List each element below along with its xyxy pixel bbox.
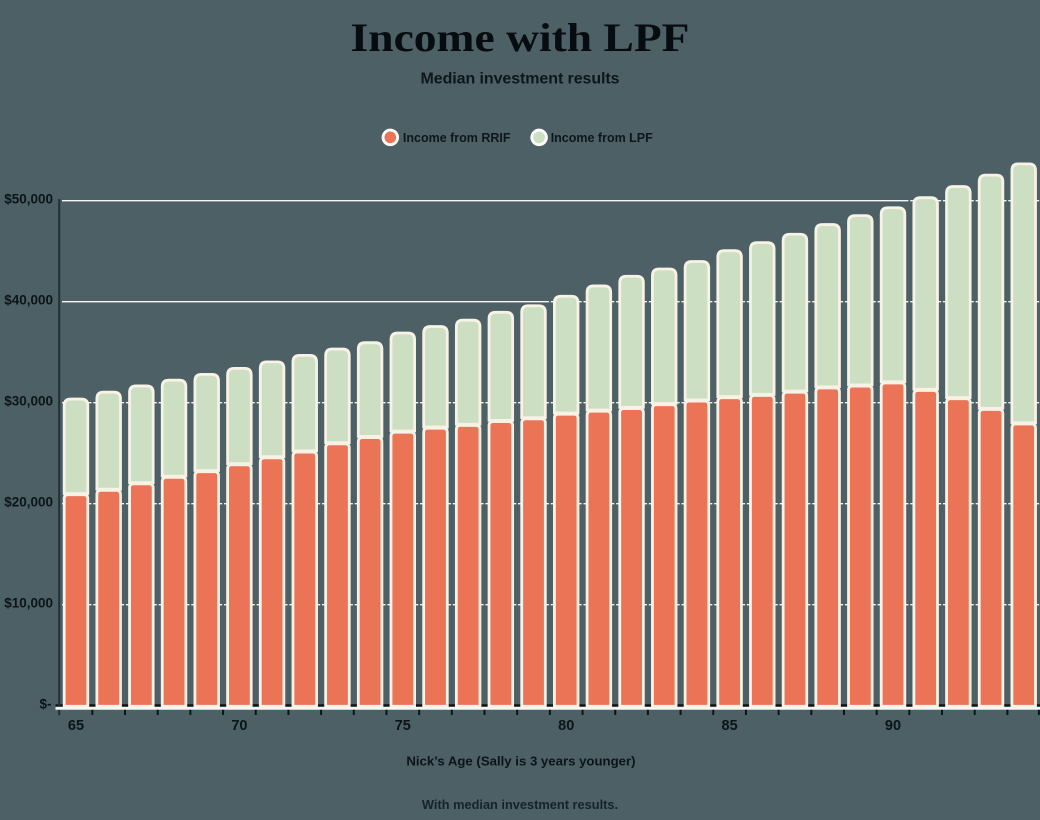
svg-text:$20,000: $20,000 <box>4 494 53 509</box>
svg-text:Median investment results: Median investment results <box>421 70 620 87</box>
svg-text:$30,000: $30,000 <box>4 393 53 408</box>
svg-text:$40,000: $40,000 <box>4 292 53 307</box>
svg-text:70: 70 <box>231 718 247 734</box>
svg-text:Income from RRIF: Income from RRIF <box>403 131 511 145</box>
svg-text:$10,000: $10,000 <box>4 595 53 610</box>
svg-text:With median investment results: With median investment results. <box>422 797 618 812</box>
svg-text:Income with LPF: Income with LPF <box>351 16 690 60</box>
svg-text:Income from LPF: Income from LPF <box>551 131 653 145</box>
svg-text:Nick’s Age (Sally is 3 years y: Nick’s Age (Sally is 3 years younger) <box>406 753 635 768</box>
svg-text:85: 85 <box>722 718 738 734</box>
svg-text:65: 65 <box>68 718 84 734</box>
svg-text:80: 80 <box>558 718 574 734</box>
svg-text:75: 75 <box>395 718 411 734</box>
svg-text:$-: $- <box>39 696 51 711</box>
svg-text:$50,000: $50,000 <box>4 191 53 206</box>
svg-text:90: 90 <box>885 718 901 734</box>
